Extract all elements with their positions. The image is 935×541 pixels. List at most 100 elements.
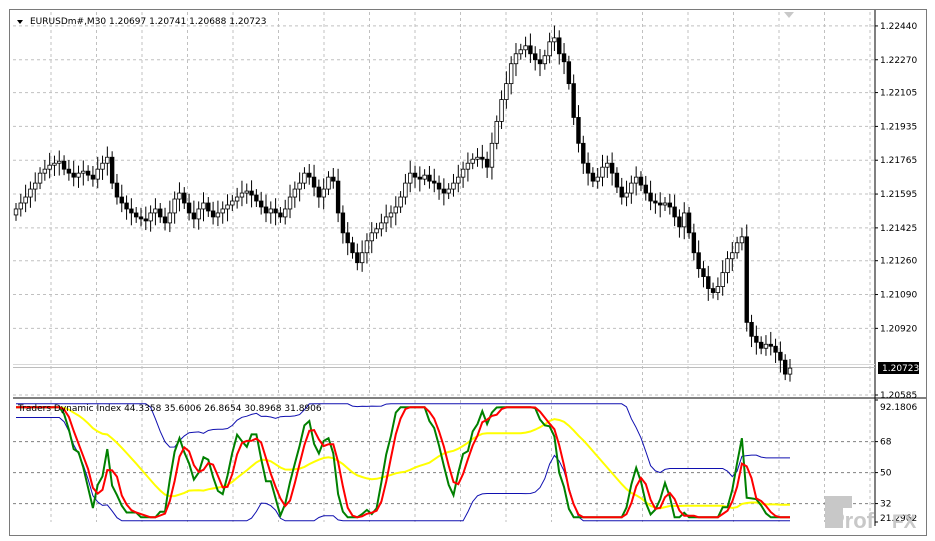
candle-body (576, 117, 581, 144)
candle-body (287, 196, 293, 210)
candlesticks (13, 25, 793, 382)
candle-body (239, 192, 245, 198)
candle-body (61, 160, 67, 170)
candle-body (648, 192, 653, 202)
candle-body (52, 162, 57, 166)
candle-body (542, 55, 548, 65)
chart-header: EURUSDm#,M30 1.20697 1.20741 1.20688 1.2… (30, 17, 266, 27)
candle-body (557, 37, 562, 55)
candle-body (744, 236, 749, 323)
candle-body (609, 162, 615, 174)
indicator-level-label: 92.1806 (880, 403, 917, 413)
candle-body (196, 208, 201, 220)
candle-body (561, 53, 567, 63)
candle-body (311, 176, 317, 188)
candle-body (133, 212, 139, 218)
candle-body (374, 228, 379, 234)
candle-body (451, 182, 456, 190)
candle-body (619, 186, 624, 198)
candle-body (518, 49, 523, 55)
candle-body (484, 158, 490, 168)
candle-body (629, 182, 634, 194)
indicator-level-label: 50 (880, 469, 892, 479)
watermark-text-prefix: Prof (830, 508, 875, 533)
market-base-line (16, 406, 790, 510)
candle-body (590, 172, 596, 182)
candle-body (350, 242, 355, 254)
candle-body (600, 166, 605, 178)
candle-body (95, 168, 100, 180)
price-tick-label: 1.20920 (880, 324, 917, 334)
price-tick-label: 1.22270 (880, 56, 917, 66)
candle-body (566, 61, 572, 85)
candle-body (388, 212, 394, 218)
price-tick-label: 1.22105 (880, 89, 917, 99)
candle-body (460, 168, 466, 178)
candle-body (90, 174, 96, 180)
candle-body (210, 210, 216, 218)
candle-body (177, 192, 182, 200)
candle-body (124, 202, 129, 210)
candle-body (273, 208, 278, 214)
candle-body (66, 168, 72, 174)
candle-body (292, 188, 298, 198)
candle-body (552, 37, 557, 43)
candle-body (585, 162, 591, 174)
candle-body (172, 198, 177, 214)
candle-body (508, 63, 514, 85)
candle-body (283, 208, 288, 218)
price-tick-label: 1.22440 (880, 22, 917, 32)
candle-body (638, 176, 644, 186)
indicator-level-label: 68 (880, 438, 892, 448)
candle-body (143, 218, 149, 222)
candle-body (100, 162, 105, 170)
candle-body (710, 288, 716, 293)
trade-signal-line (16, 406, 790, 519)
candle-body (129, 208, 134, 214)
price-tick-label: 1.21595 (880, 190, 917, 200)
upper-band-line (16, 403, 790, 478)
candle-body (206, 202, 211, 212)
candle-body (614, 172, 620, 188)
candle-body (158, 208, 163, 218)
candle-body (739, 236, 745, 244)
candle-body (773, 345, 778, 353)
candle-body (677, 216, 682, 228)
candle-body (499, 99, 504, 122)
price-tick-label: 1.20585 (880, 391, 917, 401)
candle-body (763, 343, 769, 349)
candle-body (701, 268, 706, 278)
candle-body (754, 335, 759, 343)
candle-body (730, 252, 735, 260)
candle-body (494, 121, 499, 144)
candle-body (307, 172, 312, 178)
candle-body (408, 172, 413, 184)
candle-body (734, 242, 740, 254)
candle-body (359, 252, 365, 264)
candle-body (76, 172, 81, 178)
dropdown-triangle-icon[interactable] (17, 20, 23, 24)
main-grid (13, 10, 926, 526)
candle-body (167, 212, 173, 224)
candle-body (643, 184, 648, 194)
candle-body (302, 172, 307, 184)
candle-body (686, 212, 692, 234)
candle-body (778, 351, 783, 361)
candle-body (109, 156, 115, 184)
candle-body (263, 206, 269, 214)
candle-body (436, 182, 442, 190)
candle-body (42, 168, 48, 174)
indicator-axis: 92.1806 68 50 32 21.2962 (875, 399, 917, 524)
price-tick-label: 1.21425 (880, 224, 917, 234)
watermark-logo: Prof FX (825, 496, 917, 533)
candle-body (33, 182, 38, 190)
watermark-mark-icon (825, 496, 843, 528)
candle-body (148, 212, 153, 222)
candle-body (335, 180, 341, 214)
candle-body (71, 172, 76, 178)
candle-body (258, 200, 264, 208)
candle-body (85, 170, 91, 176)
candle-body (326, 176, 331, 190)
candle-body (81, 170, 86, 174)
